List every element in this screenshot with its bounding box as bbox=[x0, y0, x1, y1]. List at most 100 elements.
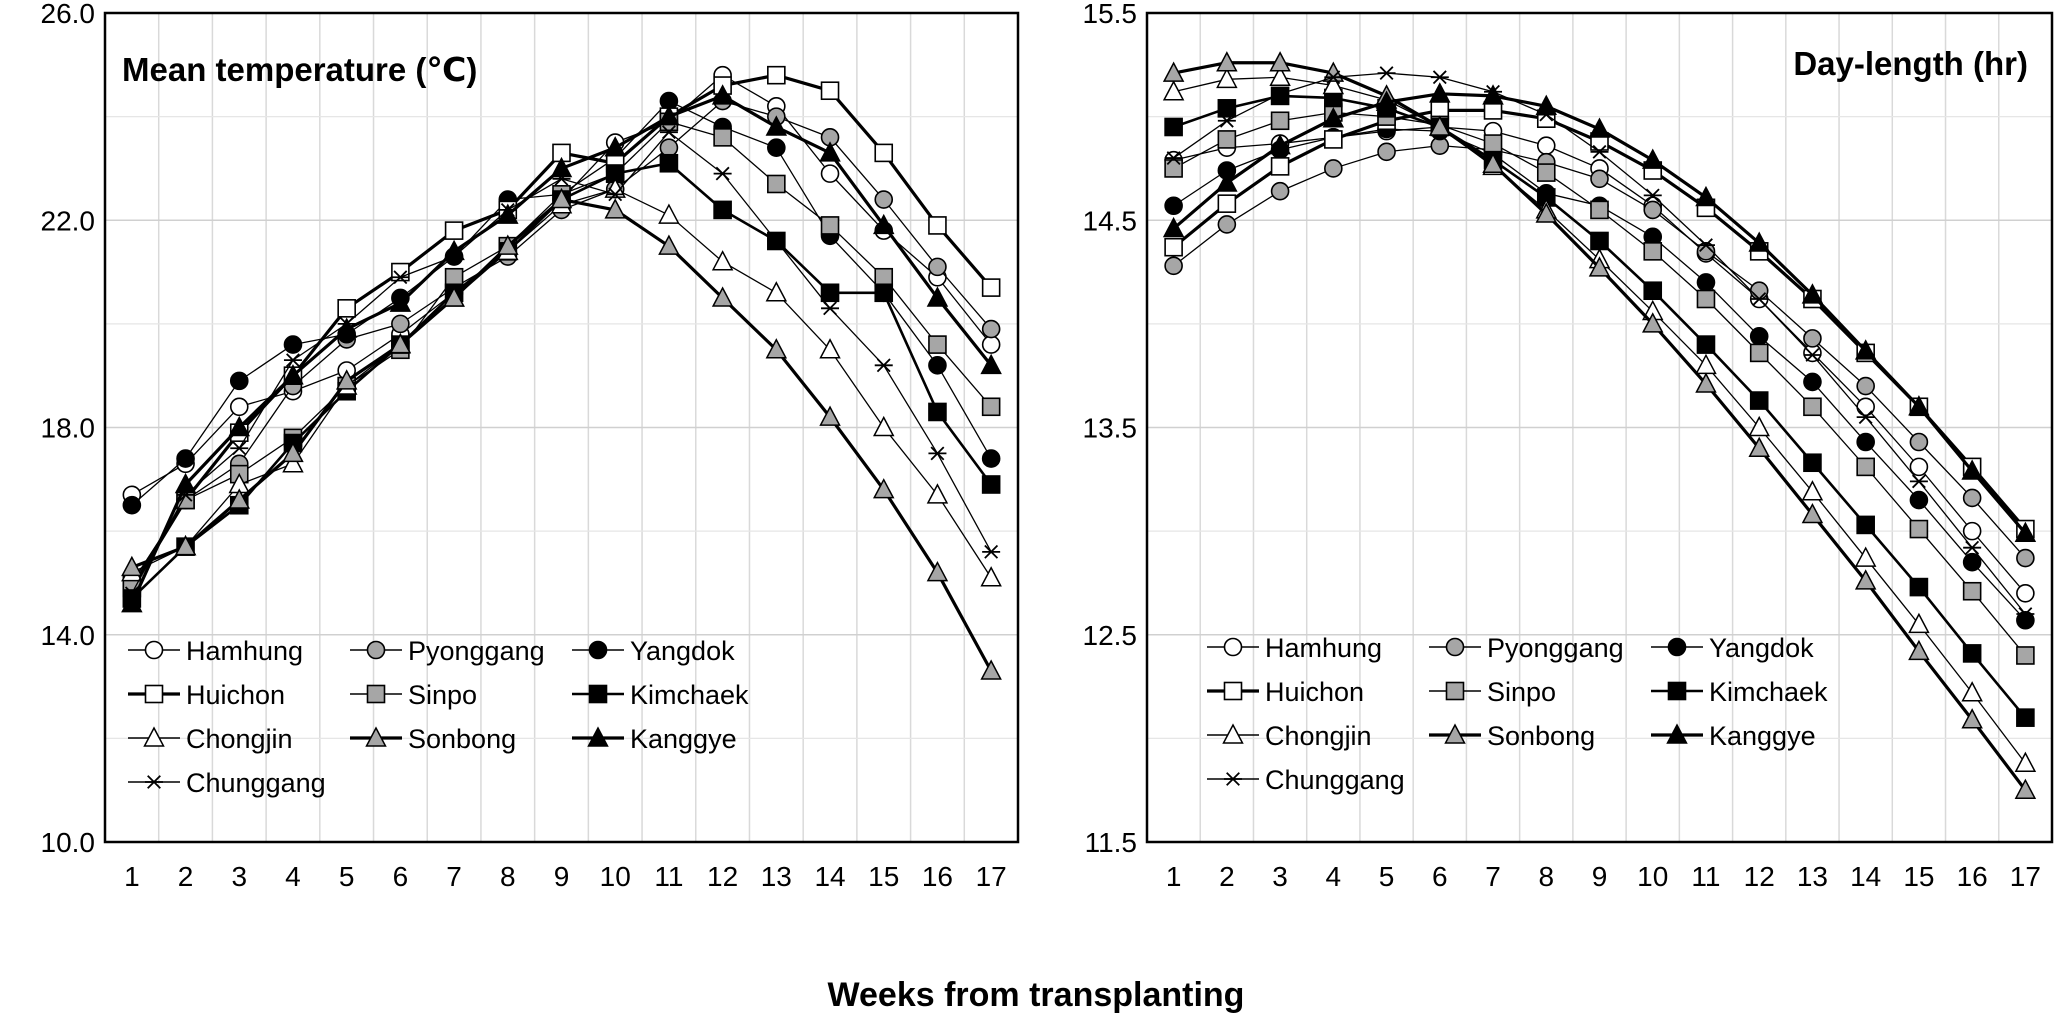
data-point-kanggye bbox=[1748, 231, 1770, 252]
data-point-sonbong bbox=[872, 478, 895, 499]
x-tick-label: 2 bbox=[1219, 861, 1235, 892]
data-point-sonbong bbox=[765, 338, 788, 359]
legend-label: Pyonggang bbox=[408, 636, 545, 666]
temperature-chart: 10.014.018.022.026.01 2 3 4 5 6 7 8 9 10 11 12 13 14 1… bbox=[41, 0, 1020, 892]
series-hamhung bbox=[1164, 117, 2035, 603]
data-point-chongjin bbox=[1961, 681, 1983, 702]
day-length-chart: 11.512.513.514.515.51 2 3 4 5 6 7 8 9 10 11 12 13 14 1… bbox=[1083, 0, 2054, 892]
data-point-kanggye bbox=[711, 84, 734, 105]
data-point-sinpo bbox=[444, 267, 464, 287]
legend-marker-chongjin bbox=[1222, 723, 1244, 744]
data-point-sonbong bbox=[497, 234, 519, 255]
data-point-huichon bbox=[1324, 130, 1343, 149]
data-point-yangdok bbox=[122, 495, 142, 515]
data-point-chunggang bbox=[659, 125, 678, 140]
data-point-chunggang bbox=[1696, 238, 1715, 253]
y-tick-label: 22.0 bbox=[41, 205, 96, 236]
data-point-sonbong bbox=[604, 198, 626, 219]
data-point-sinpo bbox=[1696, 289, 1716, 309]
data-point-chunggang bbox=[337, 316, 356, 331]
x-tick-label: 9 bbox=[554, 861, 570, 892]
data-point-chunggang bbox=[283, 353, 302, 368]
data-point-pyonggang bbox=[1324, 159, 1343, 178]
data-point-yangdok bbox=[2016, 610, 2035, 630]
data-point-chunggang bbox=[1909, 474, 1928, 489]
data-point-pyonggang bbox=[874, 190, 894, 209]
data-point-sonbong bbox=[1269, 51, 1291, 72]
data-point-chongjin bbox=[711, 250, 734, 271]
x-tick-label: 13 bbox=[761, 861, 792, 892]
data-point-sonbong bbox=[1641, 312, 1664, 333]
data-point-kanggye bbox=[1375, 90, 1398, 111]
legend-marker-sinpo bbox=[366, 684, 386, 704]
y-tick-label: 18.0 bbox=[41, 413, 96, 444]
data-point-sinpo bbox=[2016, 646, 2035, 665]
data-point-sinpo bbox=[820, 216, 840, 235]
data-point-hamhung bbox=[229, 397, 249, 417]
legend-item-kanggye: Kanggye bbox=[1651, 721, 1816, 751]
data-point-chongjin bbox=[1854, 546, 1877, 567]
x-tick-label: 3 bbox=[1272, 861, 1288, 892]
data-point-chunggang bbox=[445, 249, 464, 264]
data-point-sinpo bbox=[1536, 163, 1556, 182]
x-tick-label: 6 bbox=[393, 861, 409, 892]
data-point-kanggye bbox=[1216, 171, 1238, 192]
data-point-sonbong bbox=[1801, 502, 1824, 524]
data-point-kanggye bbox=[1961, 459, 1983, 480]
data-point-sonbong bbox=[1854, 569, 1877, 590]
x-tick-label: 10 bbox=[600, 861, 631, 892]
legend-item-yangdok: Yangdok bbox=[572, 636, 735, 666]
data-point-sonbong bbox=[282, 441, 304, 463]
legend-item-hamhung: Hamhung bbox=[128, 636, 303, 666]
data-point-pyonggang bbox=[928, 257, 947, 277]
data-point-sinpo bbox=[1803, 397, 1822, 417]
data-point-pyonggang bbox=[391, 314, 410, 334]
data-point-kanggye bbox=[1588, 117, 1611, 138]
data-point-chongjin bbox=[926, 483, 949, 504]
data-point-huichon bbox=[981, 278, 1001, 297]
legend-label: Kanggye bbox=[1709, 721, 1816, 751]
data-point-sonbong bbox=[1535, 202, 1558, 223]
legend-marker-hamhung bbox=[144, 640, 164, 660]
data-point-chongjin bbox=[980, 566, 1002, 587]
data-point-sonbong bbox=[926, 560, 949, 582]
data-point-pyonggang bbox=[1590, 169, 1609, 189]
legend-item-pyonggang: Pyonggang bbox=[350, 636, 545, 666]
series-chongjin bbox=[121, 177, 1002, 587]
data-point-chunggang bbox=[2016, 607, 2035, 621]
data-point-chunggang bbox=[1430, 70, 1449, 85]
data-point-kanggye bbox=[550, 156, 573, 178]
data-point-kanggye bbox=[2014, 521, 2037, 542]
legend-marker-pyonggang bbox=[366, 640, 386, 660]
data-point-chunggang bbox=[821, 301, 840, 316]
series-yangdok bbox=[1164, 119, 2035, 630]
legend: Hamhung Pyonggang Yangdok Huichon Sinpo Kimch… bbox=[1207, 633, 1828, 795]
data-point-sinpo bbox=[874, 267, 894, 287]
series-huichon bbox=[122, 65, 1001, 598]
data-point-sonbong bbox=[443, 286, 465, 307]
data-point-chongjin bbox=[1908, 612, 1930, 634]
data-point-kanggye bbox=[1854, 339, 1877, 360]
data-point-kimchaek bbox=[928, 402, 947, 422]
x-tick-label: 15 bbox=[1903, 861, 1934, 892]
data-point-sinpo bbox=[1962, 581, 1982, 601]
data-point-huichon bbox=[337, 299, 356, 318]
data-point-kimchaek bbox=[1590, 231, 1609, 251]
series-kanggye bbox=[121, 84, 1002, 613]
data-point-pyonggang bbox=[1270, 181, 1290, 201]
data-point-kanggye bbox=[228, 415, 251, 437]
data-point-chunggang bbox=[606, 187, 625, 202]
legend-marker-pyonggang bbox=[1445, 637, 1465, 657]
data-point-yangdok bbox=[283, 335, 303, 354]
data-point-sonbong bbox=[1748, 436, 1770, 457]
data-point-sinpo bbox=[1909, 519, 1929, 539]
data-point-hamhung bbox=[1962, 521, 1982, 541]
data-point-sonbong bbox=[2014, 778, 2037, 799]
data-point-kimchaek bbox=[981, 475, 1001, 494]
x-tick-label: 17 bbox=[976, 861, 1007, 892]
x-tick-label: 6 bbox=[1432, 861, 1448, 892]
legend-item-yangdok: Yangdok bbox=[1651, 633, 1814, 663]
legend-label: Chongjin bbox=[186, 724, 293, 754]
data-point-kanggye bbox=[1162, 216, 1185, 238]
data-point-chunggang bbox=[1590, 144, 1609, 159]
